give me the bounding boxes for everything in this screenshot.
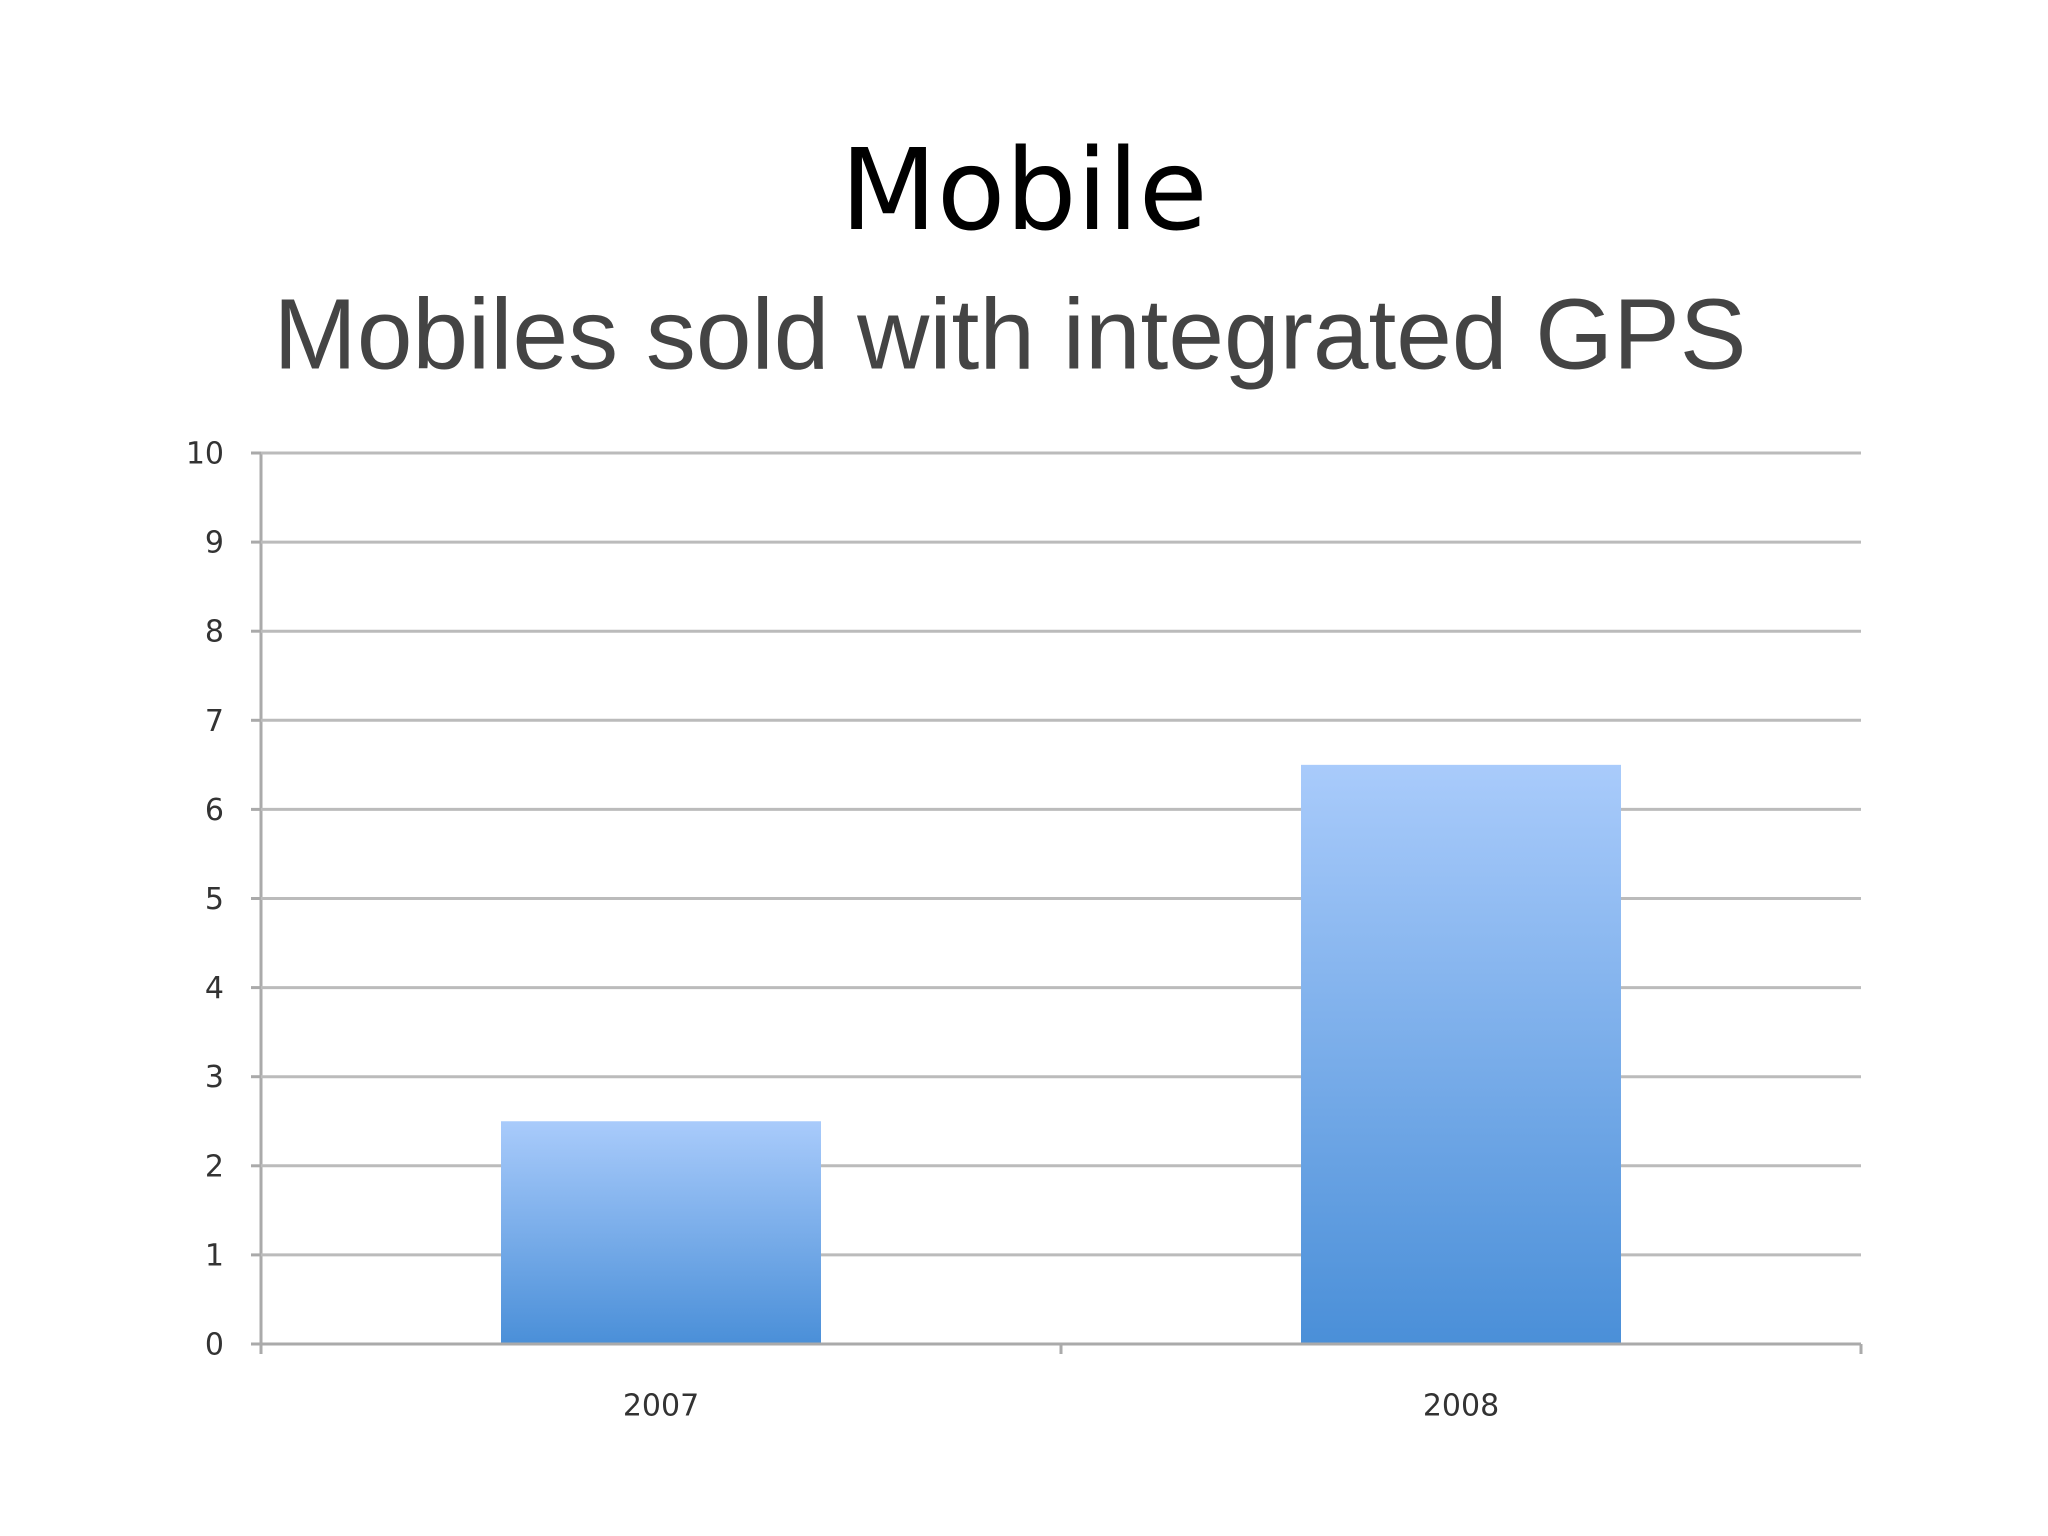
y-tick-label: 9 <box>205 526 224 561</box>
y-tick-label: 6 <box>205 793 224 828</box>
x-tick-label: 2007 <box>623 1389 699 1424</box>
bar <box>501 1121 821 1344</box>
y-tick-label: 10 <box>186 437 224 472</box>
y-tick-label: 8 <box>205 615 224 650</box>
y-tick-label: 5 <box>205 882 224 917</box>
slide-title: Mobile <box>840 126 1207 256</box>
y-tick-label: 1 <box>205 1238 224 1273</box>
chart-title: Mobiles sold with integrated GPS <box>274 278 1747 390</box>
bar <box>1301 764 1621 1344</box>
x-tick-label: 2008 <box>1423 1389 1499 1424</box>
y-tick-label: 7 <box>205 704 224 739</box>
y-tick-label: 3 <box>205 1060 224 1095</box>
y-tick-label: 2 <box>205 1149 224 1184</box>
y-tick-label: 4 <box>205 971 224 1006</box>
y-tick-label: 0 <box>205 1328 224 1363</box>
